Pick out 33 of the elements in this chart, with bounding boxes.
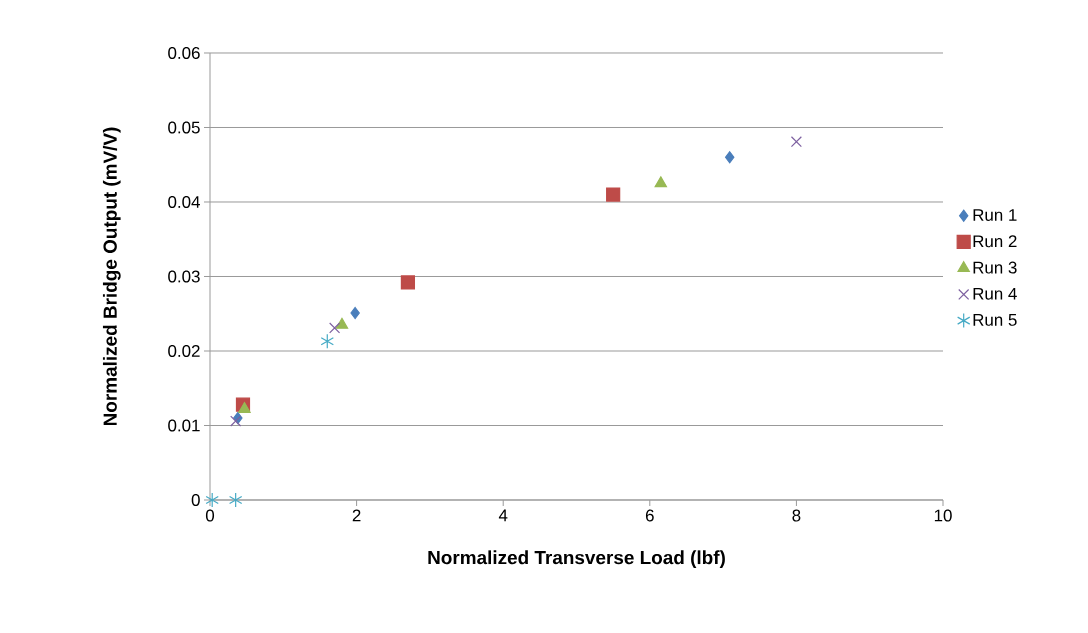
y-tick-label: 0.02 <box>168 345 200 357</box>
point <box>654 176 668 188</box>
legend-label: Run 4 <box>973 287 1017 300</box>
point <box>724 151 735 164</box>
point <box>400 275 416 290</box>
x-axis-title: Normalized Transverse Load (lbf) <box>428 550 725 568</box>
y-tick-label: 0.06 <box>168 47 200 59</box>
point <box>320 333 334 349</box>
x-tick-label: 6 <box>645 509 654 522</box>
x-tick-label: 0 <box>205 509 215 522</box>
legend-label: Run 3 <box>973 261 1017 274</box>
point <box>335 317 349 329</box>
y-tick-label: 0.04 <box>168 196 200 208</box>
point <box>329 322 341 334</box>
point <box>205 492 219 508</box>
legend-label: Run 1 <box>973 209 1017 221</box>
x-tick-label: 2 <box>352 509 361 522</box>
y-tick-label: 0 <box>191 494 200 506</box>
x-tick-label: 4 <box>498 509 508 522</box>
x-tick-label: 8 <box>792 509 801 522</box>
point <box>238 402 251 413</box>
point <box>350 306 360 320</box>
point <box>230 415 242 427</box>
y-tick-label: 0.05 <box>168 121 200 134</box>
point <box>790 136 802 148</box>
y-axis-title: Normalized Bridge Output (mV/V) <box>102 127 121 426</box>
point <box>606 187 621 202</box>
y-tick-label: 0.03 <box>168 270 200 283</box>
legend-label: Run 5 <box>973 314 1017 326</box>
y-tick-label: 0.01 <box>168 419 200 432</box>
x-tick-label: 10 <box>934 509 952 522</box>
legend-label: Run 2 <box>973 235 1017 248</box>
point <box>228 492 243 508</box>
